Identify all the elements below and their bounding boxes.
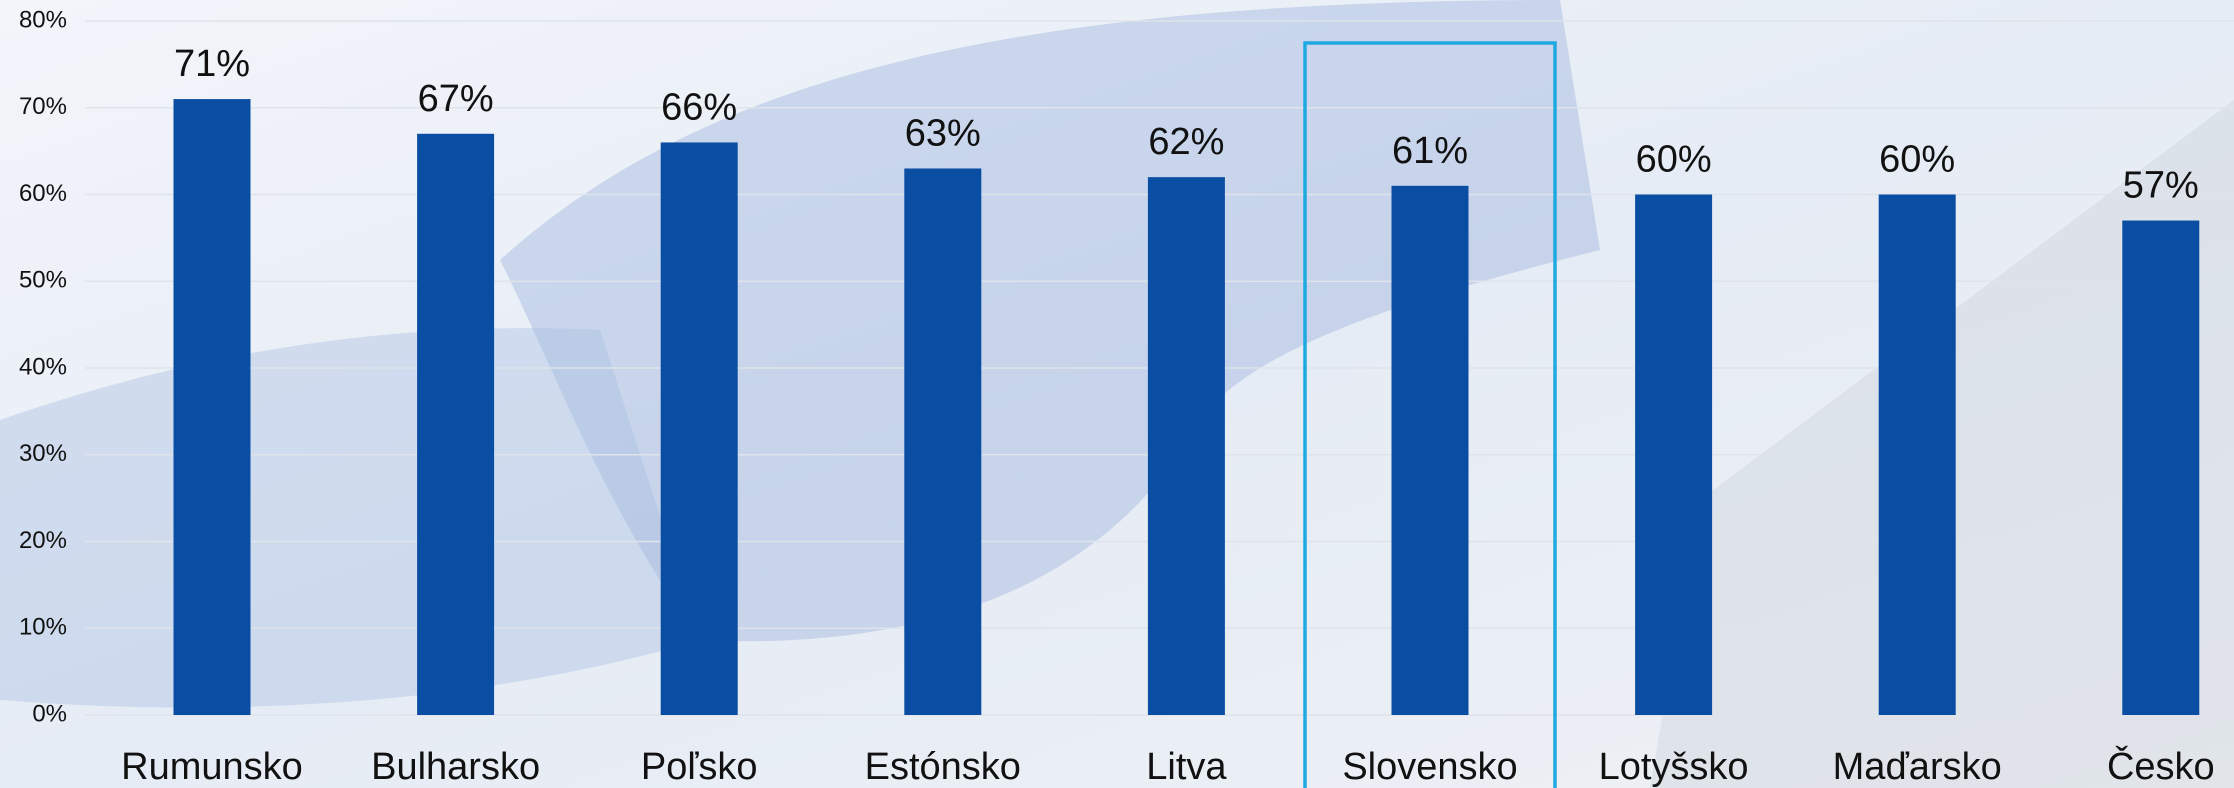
value-label: 67% bbox=[418, 78, 494, 120]
y-tick-label: 10% bbox=[19, 614, 67, 641]
x-tick-label: Estónsko bbox=[865, 746, 1021, 788]
x-tick-label: Slovensko bbox=[1342, 746, 1517, 788]
y-tick-label: 30% bbox=[19, 440, 67, 467]
chart: 0% 10% 20% 30% 40% 50% 60% 70% 80% 71% Rumunsko 67… bbox=[0, 0, 2234, 788]
bar bbox=[1635, 195, 1712, 716]
y-tick-label: 40% bbox=[19, 353, 67, 380]
value-label: 60% bbox=[1879, 139, 1955, 181]
x-tick-label: Litva bbox=[1146, 746, 1227, 788]
value-label: 66% bbox=[661, 86, 737, 128]
x-tick-label: Bulharsko bbox=[371, 746, 540, 788]
bar bbox=[904, 168, 981, 715]
x-tick-label: Poľsko bbox=[641, 746, 758, 788]
value-label: 57% bbox=[2123, 165, 2199, 207]
y-tick-label: 60% bbox=[19, 180, 67, 207]
bar bbox=[174, 99, 251, 715]
bar bbox=[661, 142, 738, 715]
bar bbox=[417, 134, 494, 715]
value-label: 71% bbox=[174, 43, 250, 85]
value-label: 62% bbox=[1148, 121, 1224, 163]
bar bbox=[2122, 221, 2199, 715]
x-tick-label: Lotyšsko bbox=[1599, 746, 1749, 788]
bar bbox=[1392, 186, 1469, 715]
value-label: 60% bbox=[1636, 139, 1712, 181]
y-tick-label: 80% bbox=[19, 6, 67, 33]
y-tick-label: 20% bbox=[19, 527, 67, 554]
y-tick-label: 0% bbox=[32, 700, 67, 727]
y-tick-label: 50% bbox=[19, 267, 67, 294]
x-tick-label: Česko bbox=[2107, 744, 2215, 788]
value-label: 61% bbox=[1392, 130, 1468, 172]
bar bbox=[1879, 195, 1956, 716]
bar bbox=[1148, 177, 1225, 715]
page: 0% 10% 20% 30% 40% 50% 60% 70% 80% 71% Rumunsko 67… bbox=[0, 0, 2234, 788]
y-tick-label: 70% bbox=[19, 93, 67, 120]
marks: 71% Rumunsko 67% Bulharsko 66% Poľsko 63% Estón… bbox=[121, 43, 2214, 788]
value-label: 63% bbox=[905, 113, 981, 155]
x-tick-label: Rumunsko bbox=[121, 746, 303, 788]
x-tick-label: Maďarsko bbox=[1833, 746, 2002, 788]
